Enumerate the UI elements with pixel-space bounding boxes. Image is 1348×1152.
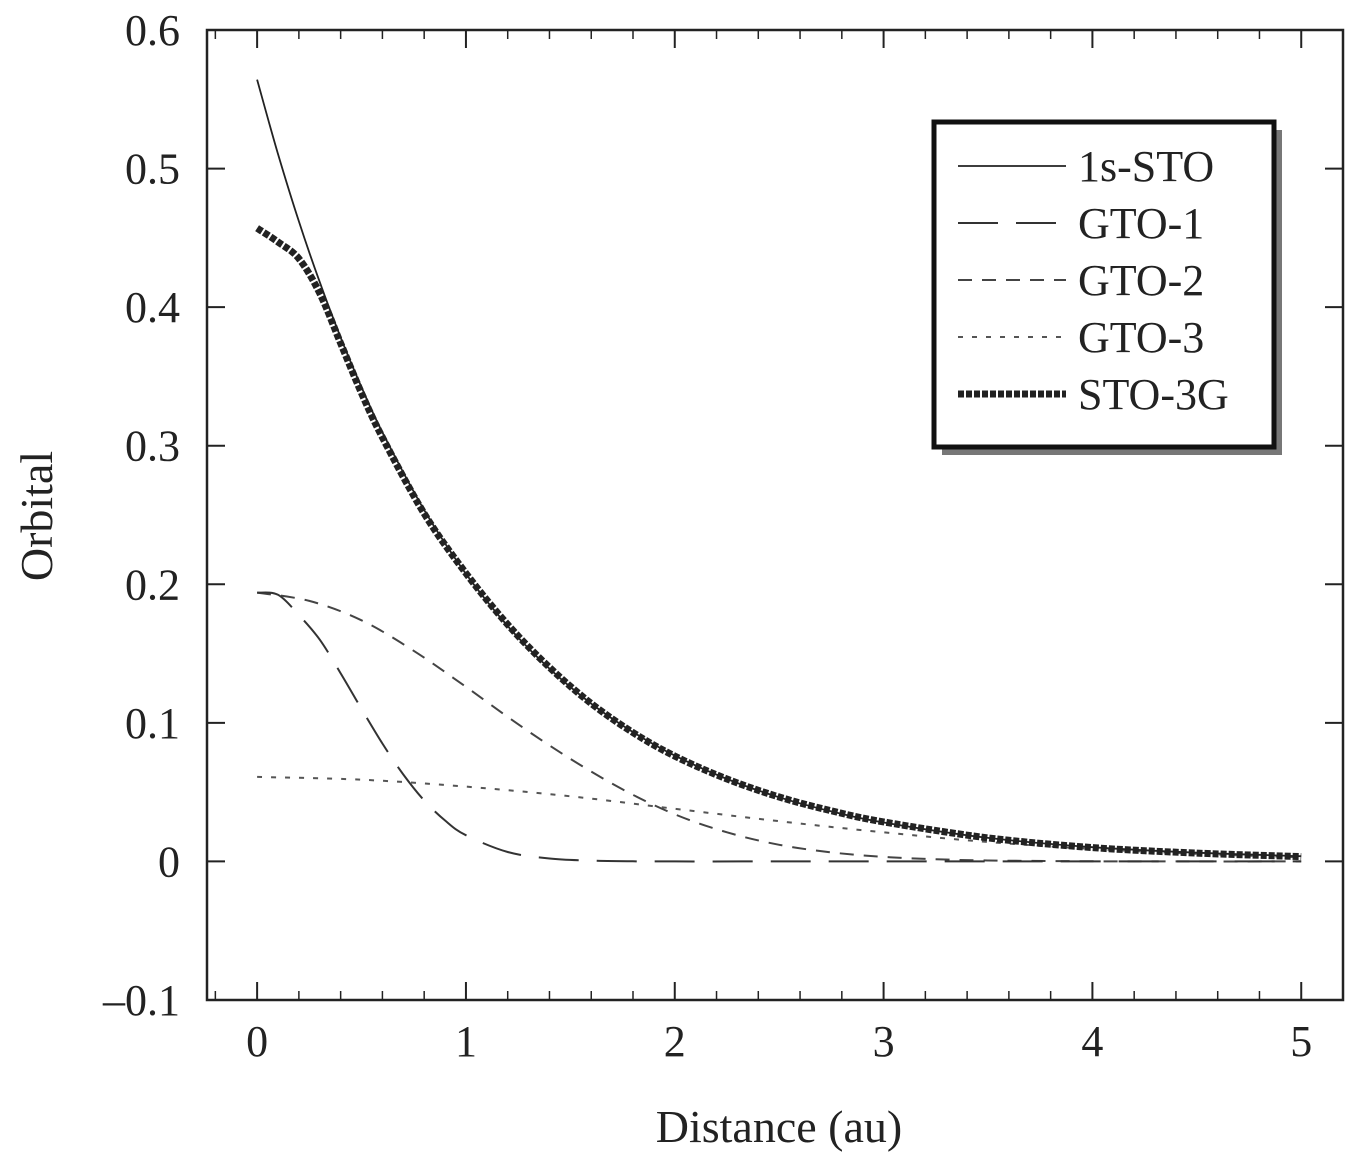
series-line-gto-3 bbox=[257, 775, 1302, 859]
y-tick-label: 0.2 bbox=[125, 560, 180, 609]
legend-label-sto-3g: STO-3G bbox=[1078, 370, 1229, 419]
x-tick-label: 5 bbox=[1290, 1017, 1312, 1066]
legend: 1s-STO GTO-1 GTO-2 GTO-3 STO-3G bbox=[931, 119, 1282, 455]
plot-frame bbox=[205, 28, 1345, 1002]
x-tick-label: 3 bbox=[873, 1017, 895, 1066]
series-line-gto-2 bbox=[256, 591, 1302, 863]
legend-label-gto-3: GTO-3 bbox=[1078, 313, 1204, 362]
y-tick-label: –0.1 bbox=[102, 976, 180, 1025]
y-tick-label: 0.6 bbox=[125, 6, 180, 55]
x-tick-label: 0 bbox=[246, 1017, 268, 1066]
axis-ticks bbox=[207, 29, 1344, 1001]
legend-label-gto-1: GTO-1 bbox=[1078, 199, 1204, 248]
y-tick-label: 0 bbox=[158, 837, 180, 886]
y-tick-label: 0.4 bbox=[125, 283, 180, 332]
x-tick-label: 1 bbox=[455, 1017, 477, 1066]
x-tick-label: 2 bbox=[664, 1017, 686, 1066]
y-tick-label: 0.1 bbox=[125, 699, 180, 748]
legend-label-1s-sto: 1s-STO bbox=[1078, 142, 1214, 191]
series-lines bbox=[255, 79, 1302, 863]
y-axis-title: Orbital bbox=[11, 451, 62, 581]
y-tick-label: 0.3 bbox=[125, 422, 180, 471]
x-axis-title: Distance (au) bbox=[656, 1101, 903, 1152]
tick-labels: 0 1 2 3 4 5 –0.1 0 0.1 0.2 0.3 0.4 0.5 0.6 bbox=[102, 6, 1312, 1066]
plot-border bbox=[205, 28, 1345, 1002]
x-tick-label: 4 bbox=[1081, 1017, 1103, 1066]
legend-label-gto-2: GTO-2 bbox=[1078, 256, 1204, 305]
y-tick-label: 0.5 bbox=[125, 145, 180, 194]
series-line-gto-1 bbox=[256, 591, 1302, 863]
series-line-1s-sto bbox=[256, 79, 1302, 858]
